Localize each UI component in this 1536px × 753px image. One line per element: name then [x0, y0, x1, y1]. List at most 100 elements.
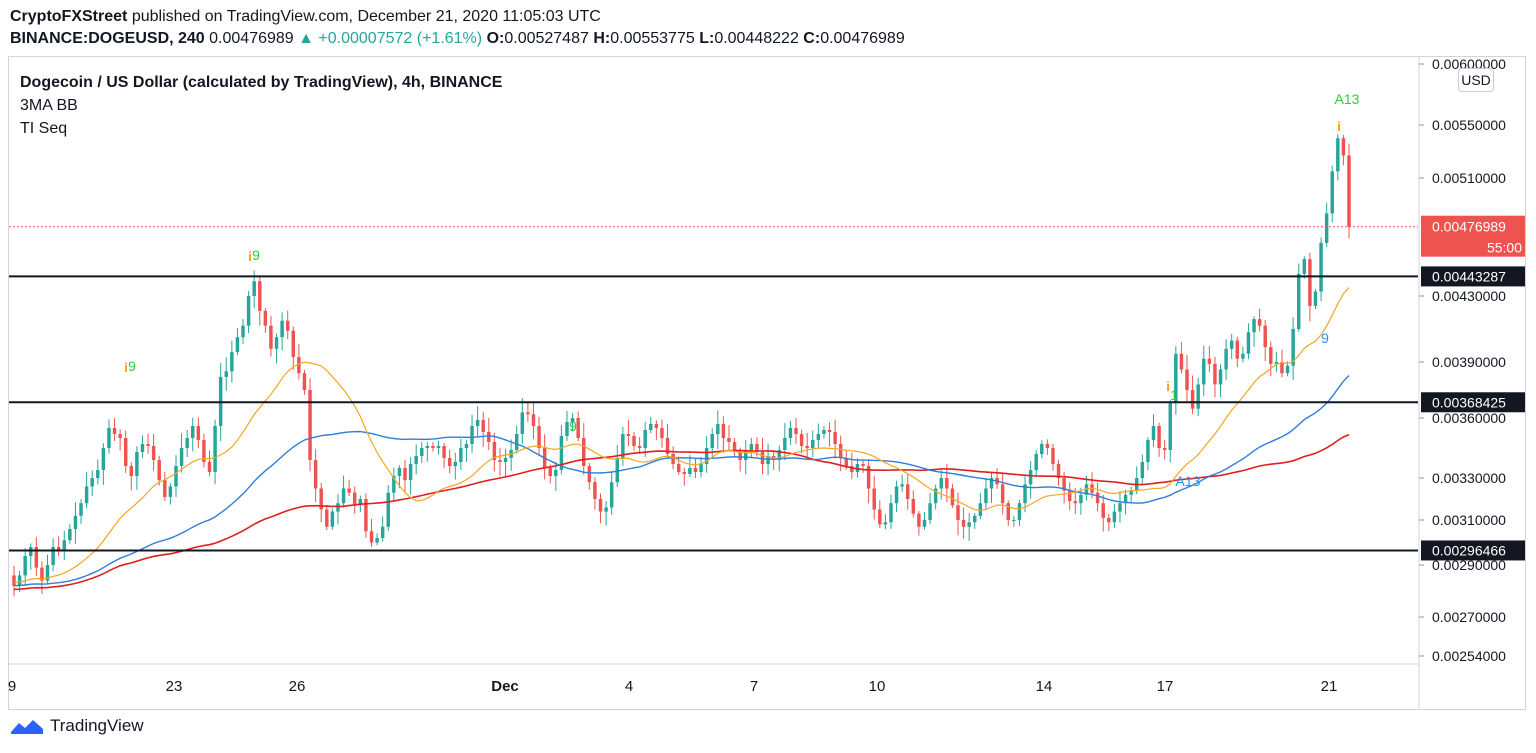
currency-unit-button[interactable]: USD — [1458, 68, 1494, 92]
candle-body[interactable] — [297, 357, 301, 374]
candle-body[interactable] — [34, 547, 39, 568]
candle-body[interactable] — [783, 438, 787, 450]
candle-body[interactable] — [151, 446, 156, 460]
candle-body[interactable] — [40, 567, 44, 581]
candle-body[interactable] — [1073, 501, 1078, 504]
candle-body[interactable] — [1285, 365, 1290, 374]
candle-body[interactable] — [1296, 273, 1301, 329]
candle-body[interactable] — [51, 547, 55, 565]
candle-body[interactable] — [805, 446, 809, 448]
candle-body[interactable] — [481, 420, 485, 432]
candle-body[interactable] — [330, 511, 335, 527]
candle-body[interactable] — [604, 507, 608, 512]
candle-body[interactable] — [291, 330, 296, 358]
candle-body[interactable] — [1224, 348, 1228, 370]
candle-body[interactable] — [626, 434, 631, 436]
candle-body[interactable] — [1034, 454, 1038, 470]
candle-body[interactable] — [1045, 444, 1050, 448]
candle-body[interactable] — [420, 448, 424, 456]
candle-body[interactable] — [45, 565, 50, 581]
candle-body[interactable] — [967, 522, 971, 527]
candle-body[interactable] — [302, 373, 307, 390]
candle-body[interactable] — [582, 438, 586, 466]
candle-body[interactable] — [822, 430, 826, 434]
candle-body[interactable] — [850, 466, 854, 472]
candle-body[interactable] — [676, 464, 681, 472]
candle-body[interactable] — [889, 503, 893, 523]
candle-body[interactable] — [1028, 470, 1033, 485]
indicator-3ma-bb[interactable]: 3MA BB — [20, 97, 78, 114]
candle-body[interactable] — [313, 460, 318, 489]
candle-body[interactable] — [1185, 369, 1189, 390]
candle-body[interactable] — [1095, 492, 1100, 504]
candle-body[interactable] — [665, 438, 670, 454]
candle-body[interactable] — [408, 464, 413, 481]
candle-body[interactable] — [526, 412, 530, 415]
candle-body[interactable] — [1218, 369, 1223, 385]
candle-body[interactable] — [414, 456, 418, 464]
candle-body[interactable] — [62, 540, 67, 552]
candle-body[interactable] — [1319, 242, 1323, 292]
candle-body[interactable] — [755, 444, 759, 452]
candle-body[interactable] — [252, 281, 256, 296]
candle-body[interactable] — [464, 444, 469, 448]
candle-body[interactable] — [285, 320, 290, 331]
candle-body[interactable] — [1246, 332, 1251, 354]
candle-body[interactable] — [79, 503, 83, 516]
candle-body[interactable] — [799, 434, 804, 446]
candle-body[interactable] — [917, 513, 921, 527]
candle-body[interactable] — [1023, 484, 1027, 504]
candle-body[interactable] — [1151, 426, 1156, 440]
candle-body[interactable] — [1302, 259, 1307, 274]
candle-body[interactable] — [928, 503, 932, 520]
candle-body[interactable] — [1056, 464, 1061, 478]
candle-body[interactable] — [308, 390, 312, 460]
candle-body[interactable] — [514, 434, 519, 450]
candle-body[interactable] — [973, 515, 977, 523]
chart-frame[interactable] — [8, 56, 1526, 710]
candle-body[interactable] — [1174, 353, 1178, 404]
publisher-name[interactable]: CryptoFXStreet — [10, 8, 128, 25]
candle-body[interactable] — [1157, 426, 1161, 448]
candle-body[interactable] — [1079, 494, 1083, 504]
candle-body[interactable] — [341, 488, 346, 504]
candle-body[interactable] — [794, 428, 798, 434]
candle-body[interactable] — [978, 503, 983, 516]
candle-body[interactable] — [358, 499, 363, 506]
candle-body[interactable] — [403, 468, 407, 481]
candle-body[interactable] — [1040, 444, 1044, 454]
candle-body[interactable] — [425, 446, 430, 448]
candle-body[interactable] — [1012, 520, 1016, 521]
candle-body[interactable] — [17, 575, 22, 586]
candle-body[interactable] — [1207, 358, 1212, 364]
candle-body[interactable] — [1269, 347, 1273, 364]
candle-body[interactable] — [380, 526, 385, 538]
candle-body[interactable] — [224, 371, 228, 377]
candle-body[interactable] — [1252, 319, 1256, 333]
candle-body[interactable] — [1179, 353, 1184, 370]
candle-body[interactable] — [637, 446, 642, 448]
candle-body[interactable] — [447, 458, 452, 466]
candle-body[interactable] — [1280, 362, 1284, 374]
candle-body[interactable] — [531, 414, 536, 426]
candle-body[interactable] — [347, 488, 351, 493]
candle-body[interactable] — [727, 438, 731, 442]
candle-body[interactable] — [922, 520, 927, 527]
candle-body[interactable] — [1190, 390, 1195, 409]
candle-body[interactable] — [1341, 138, 1346, 156]
candle-body[interactable] — [716, 424, 720, 434]
candle-body[interactable] — [118, 434, 122, 438]
candle-body[interactable] — [280, 320, 284, 338]
candle-body[interactable] — [129, 466, 134, 476]
candle-body[interactable] — [1000, 484, 1005, 504]
candle-body[interactable] — [68, 529, 72, 541]
candle-body[interactable] — [699, 464, 703, 472]
candle-body[interactable] — [587, 466, 592, 483]
candle-body[interactable] — [1235, 340, 1240, 359]
candle-body[interactable] — [816, 434, 821, 440]
candle-body[interactable] — [1118, 503, 1122, 512]
candle-body[interactable] — [1112, 511, 1117, 523]
candle-body[interactable] — [844, 458, 849, 466]
candle-body[interactable] — [453, 462, 458, 466]
candle-body[interactable] — [241, 325, 245, 338]
